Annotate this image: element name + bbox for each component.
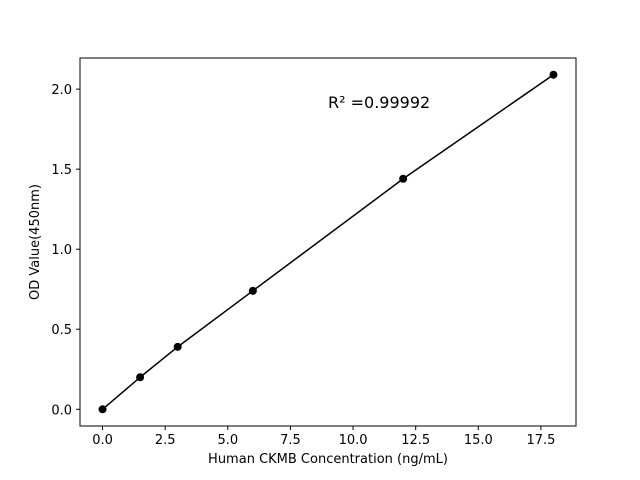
- data-point: [136, 373, 145, 382]
- y-tick-label: 0.5: [51, 323, 72, 338]
- data-point: [173, 342, 182, 351]
- data-point: [399, 174, 408, 183]
- y-tick-label: 0.0: [51, 403, 72, 418]
- x-tick-label: 10.0: [339, 433, 368, 448]
- x-axis-label: Human CKMB Concentration (ng/mL): [208, 452, 448, 467]
- data-point: [248, 286, 257, 295]
- x-tick-label: 15.0: [464, 433, 493, 448]
- y-tick-label: 1.0: [51, 243, 72, 258]
- annotation: R² =0.99992: [328, 93, 430, 112]
- data-point: [98, 405, 107, 414]
- x-tick-label: 17.5: [526, 433, 555, 448]
- x-tick-label: 2.5: [155, 433, 176, 448]
- y-tick-label: 2.0: [51, 83, 72, 98]
- x-tick-label: 0.0: [92, 433, 113, 448]
- data-point: [549, 70, 558, 79]
- x-tick-label: 7.5: [280, 433, 301, 448]
- y-axis-label: OD Value(450nm): [28, 184, 43, 300]
- plot-frame: [79, 57, 577, 427]
- y-tick-label: 1.5: [51, 163, 72, 178]
- x-tick-label: 5.0: [217, 433, 238, 448]
- series-line: [102, 74, 554, 410]
- x-tick-label: 12.5: [401, 433, 430, 448]
